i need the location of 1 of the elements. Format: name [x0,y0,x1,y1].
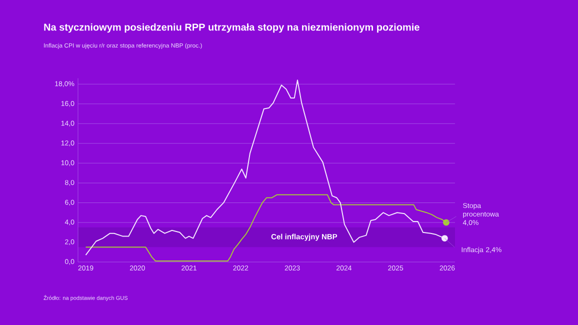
chart-title: Na styczniowym posiedzeniu RPP utrzymała stopy na niezmienionym poziomie [44,23,420,33]
